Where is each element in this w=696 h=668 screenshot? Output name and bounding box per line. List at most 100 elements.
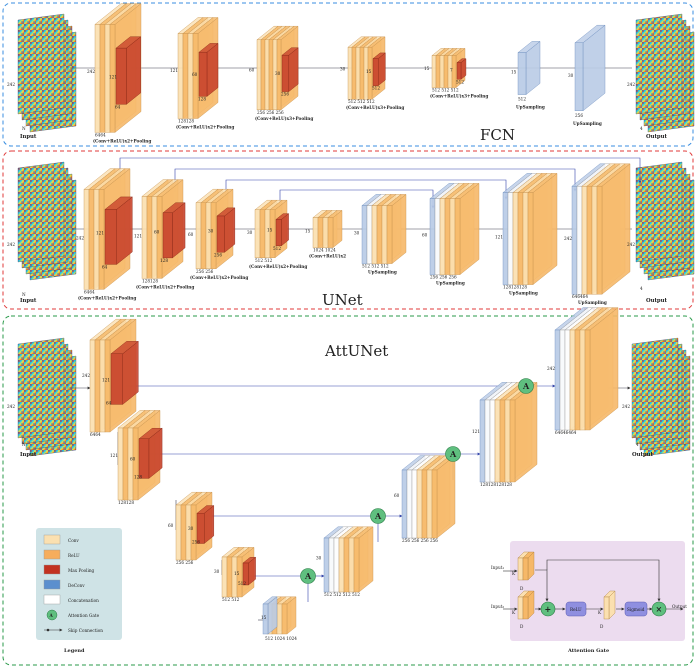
legend-item-label: Conv [68, 538, 79, 543]
unet-dec-0-slab-front [366, 205, 373, 264]
attention-gate-label: A [449, 449, 457, 459]
fcn-upsampling-channels: 256 [575, 113, 583, 118]
unet-enc-1-slab-front [146, 196, 153, 279]
unet-dec-0-slab-front [371, 205, 378, 264]
unet-dec-caption: UpSampling [509, 291, 538, 296]
unet-enc-0-slab-front [88, 189, 95, 290]
fcn-output-label: Output [646, 134, 667, 140]
fcn-stage-1-pool [198, 42, 219, 97]
unet-dec-2-slab-front [512, 192, 519, 285]
unet-enc-inner-ch: 256 [214, 252, 222, 257]
unet-dec-2-slab-front [502, 192, 509, 285]
legend-title: Legend [64, 648, 85, 654]
legend: Conv ReLU Max Pooling DeConv Concatenation A A… [36, 528, 122, 654]
att-enc-channels: 6464 [90, 432, 101, 437]
attention-gate-label: A [522, 381, 530, 391]
unet-dec-caption: UpSampling [578, 300, 607, 305]
att-enc-size: 60 [168, 523, 174, 528]
att-dec-2-slab-front [499, 399, 506, 483]
unet-dec-size: 30 [354, 231, 360, 236]
unet-dec-0-slab-front [386, 205, 393, 264]
unet-dec-2-slab-side [532, 172, 558, 286]
fcn-stage-inner-size: 30 [275, 71, 281, 76]
att-dec-0-slab-front [328, 537, 335, 593]
fcn-stage-0-slab-front [94, 24, 101, 133]
att-dec-0-slab-front [333, 537, 340, 593]
att-bottleneck-slab-front [276, 603, 283, 635]
unet-enc-2-slab-front [210, 202, 217, 270]
att-enc-2-slab-front [190, 504, 197, 561]
fcn-stage-inner-size: 60 [192, 72, 198, 77]
att-enc-0-pool-front [110, 353, 123, 405]
fcn-upsampling-caption: UpSampling [516, 105, 545, 110]
fcn-stage-3-slab-front [351, 47, 357, 100]
unet-enc-0-slab-front [83, 189, 90, 290]
unet-dec-3-slab-front [571, 185, 578, 295]
att-bottleneck-slab-front [281, 603, 288, 635]
att-dec-0-slab-front [338, 537, 345, 593]
fcn-stage-inner-ch: 512 [456, 79, 464, 84]
unet-dec-3-slab-front [581, 185, 588, 295]
fcn-stage-0-slab-front [109, 24, 116, 133]
unet-enc-caption: (Conv+ReLU)x2+Pooling [190, 275, 248, 280]
unet-dec-2-slab [527, 172, 558, 286]
unet-dec-2-slab-front [507, 192, 514, 285]
att-enc-2-slab-front [175, 504, 182, 561]
fcn-stage-4-slab-front [451, 55, 457, 88]
unet-dec-3-slab-front [586, 185, 593, 295]
att-enc-3-slab-front [221, 556, 228, 598]
att-enc-size: 121 [110, 453, 118, 458]
gate-k3: K [598, 610, 602, 615]
unet-dec-3-slab-front [591, 185, 598, 295]
unet-bottleneck-slab-front [312, 217, 319, 248]
unet-enc-caption: (Conv+ReLU)x2+Pooling [78, 295, 136, 300]
att-enc-1-pool-front [138, 438, 150, 479]
att-enc-inner-ch: 512 [238, 581, 246, 586]
fcn-stage-2-slab-front [268, 39, 274, 110]
unet-enc-2-pool [216, 207, 236, 253]
unet-input-size: 242 [7, 242, 15, 247]
legend-swatch [43, 549, 61, 560]
fcn-upsampling-block [574, 24, 606, 112]
att-enc-0-slab-front [94, 339, 101, 433]
fcn-stage-size: 15 [424, 66, 430, 71]
legend-item-label: Attention Gate [67, 613, 100, 618]
gate-output-label: Output [672, 604, 687, 609]
unet-dec-caption: UpSampling [368, 270, 397, 275]
att-enc-3-slab-front [236, 556, 243, 598]
att-dec-3-slab-front [554, 329, 561, 431]
att-enc-1-pool [138, 427, 163, 479]
fcn-stage-inner-size: 121 [109, 74, 117, 79]
attention-gate-icon [518, 378, 534, 394]
att-dec-3-slab-front [579, 329, 586, 431]
fcn-output-size: 242 [627, 82, 635, 87]
att-enc-inner-size: 30 [188, 526, 194, 531]
unet-enc-2-slab-front [195, 202, 202, 270]
att-enc-inner-size: 15 [234, 571, 240, 576]
fcn-stage-caption: (Conv+ReLU)x2+Pooling [176, 125, 234, 130]
att-dec-2-slab [509, 381, 538, 483]
fcn-input-batch: N [22, 126, 26, 131]
fcn-stage-2-slab-front [260, 39, 266, 110]
fcn-output-map [635, 13, 695, 133]
fcn-stage-channels: 6464 [95, 132, 106, 137]
att-enc-channels: 512 512 [222, 597, 240, 602]
unet-bottleneck-slab [327, 209, 343, 249]
unet-enc-size: 60 [188, 232, 194, 237]
unet-dec-0-slab [386, 193, 407, 265]
unet-dec-caption: UpSampling [436, 281, 465, 286]
unet-input-map-layer [17, 161, 65, 263]
unet-bottleneck-slab-front [317, 217, 324, 248]
att-enc-inner-ch: 64 [106, 400, 112, 405]
fcn-stage-3-pool-front [372, 58, 379, 86]
att-dec-1-slab-front [421, 469, 428, 539]
legend-item-label: Concatenation [68, 598, 99, 603]
att-dec-1-slab [431, 455, 456, 539]
fcn-stage-2-slab-front [276, 39, 282, 110]
unet-enc-caption: (Conv+ReLU)x2+Pooling [136, 284, 194, 289]
att-dec-3-slab-front [569, 329, 576, 431]
fcn-input-size: 242 [7, 82, 15, 87]
fcn-upsampling-size: 30 [568, 73, 574, 78]
unet-enc-1-pool [162, 202, 186, 259]
